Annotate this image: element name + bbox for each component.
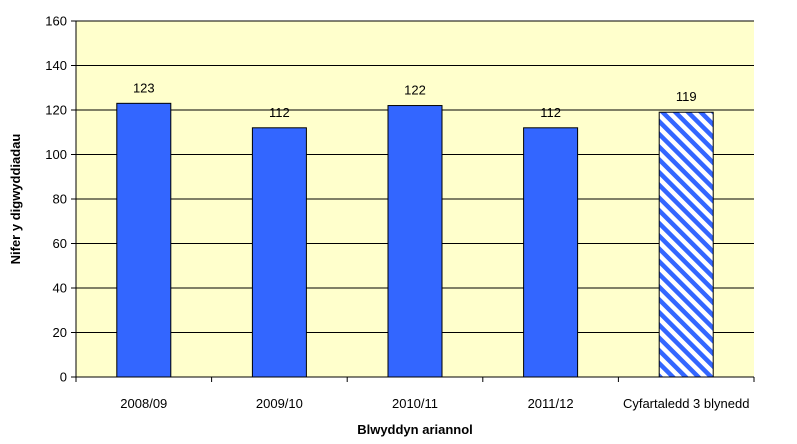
data-label: 112 bbox=[269, 105, 290, 120]
x-tick-label: 2010/11 bbox=[392, 396, 438, 411]
data-label: 112 bbox=[540, 105, 561, 120]
y-tick-label: 100 bbox=[45, 147, 67, 162]
data-label: 119 bbox=[676, 89, 697, 104]
bar-1 bbox=[251, 127, 307, 378]
bars bbox=[116, 102, 714, 378]
y-ticks: 0 20 40 60 80 100 120 140 160 bbox=[45, 14, 76, 385]
y-tick-label: 0 bbox=[60, 370, 67, 385]
y-tick-label: 140 bbox=[45, 58, 67, 73]
x-tick-label: 2009/10 bbox=[256, 396, 303, 411]
data-label: 122 bbox=[404, 83, 426, 98]
y-tick-label: 120 bbox=[45, 103, 67, 118]
y-tick-label: 60 bbox=[53, 236, 67, 251]
x-tick-label: Cyfartaledd 3 blynedd bbox=[623, 396, 749, 411]
bar-4 bbox=[658, 111, 714, 378]
y-tick-label: 80 bbox=[53, 192, 67, 207]
x-tick-label: 2008/09 bbox=[120, 396, 167, 411]
data-label: 123 bbox=[133, 80, 155, 95]
y-axis-title: Nifer y digwyddiadau bbox=[8, 134, 23, 265]
bar-3 bbox=[523, 127, 579, 378]
x-ticks: 2008/09 2009/10 2010/11 2011/12 Cyfartaledd … bbox=[75, 377, 755, 411]
bar-0 bbox=[116, 102, 172, 378]
data-labels: 123 112 122 112 119 bbox=[133, 80, 697, 119]
x-tick-label: 2011/12 bbox=[528, 396, 574, 411]
bar-2 bbox=[387, 105, 443, 378]
x-axis-title: Blwyddyn ariannol bbox=[357, 422, 473, 437]
y-tick-label: 20 bbox=[53, 325, 67, 340]
y-tick-label: 40 bbox=[53, 281, 67, 296]
y-tick-label: 160 bbox=[45, 14, 67, 29]
